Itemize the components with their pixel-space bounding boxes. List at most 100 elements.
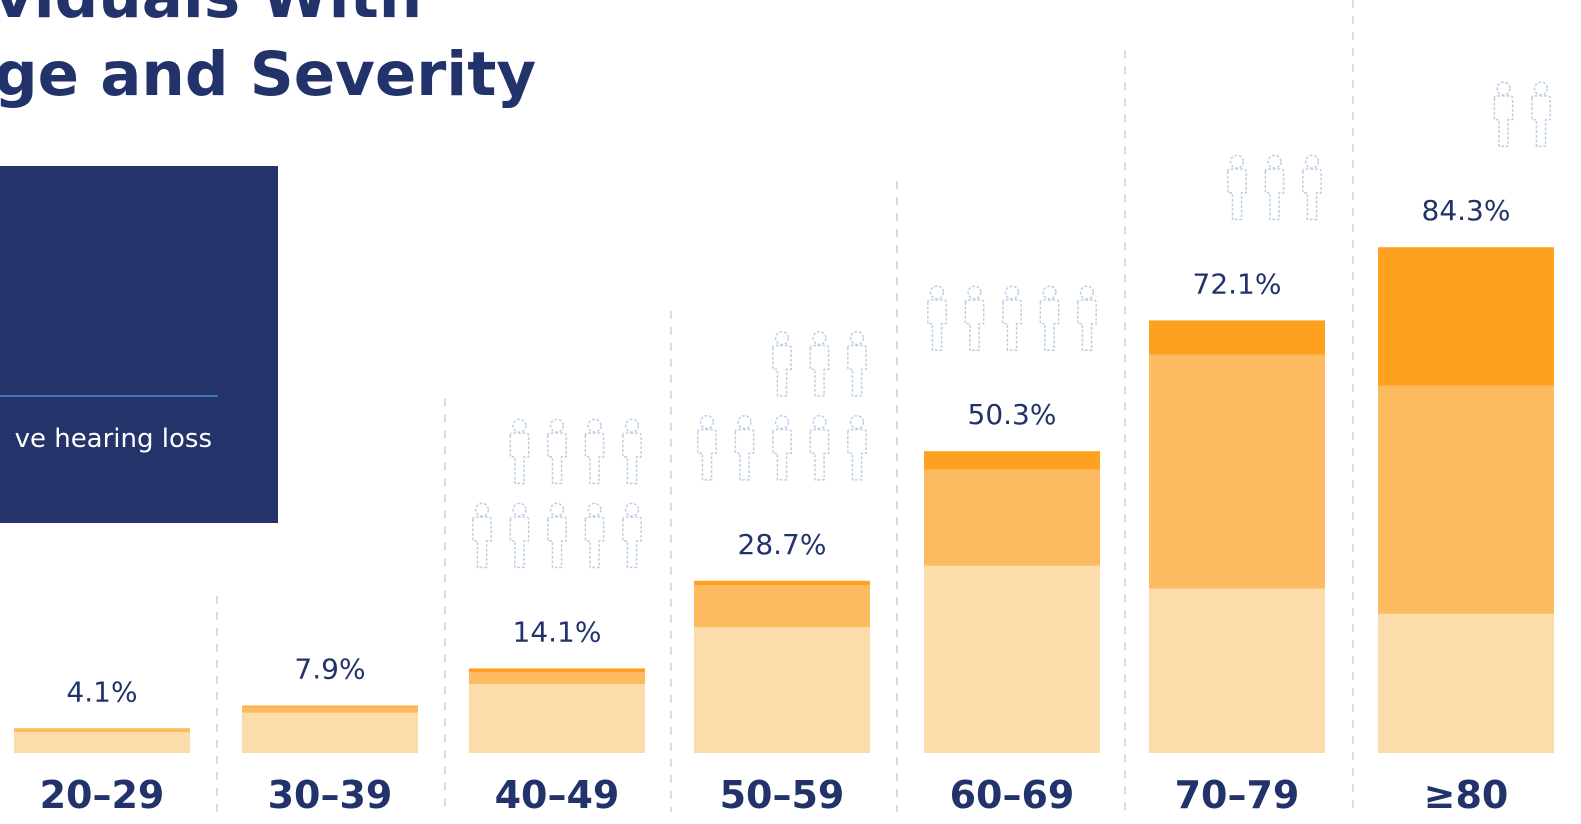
bar-segment-70-79-1 bbox=[1149, 588, 1325, 753]
person-outline-icon bbox=[1227, 154, 1247, 221]
person-filled-icon bbox=[1419, 0, 1438, 63]
data-label-ge80: 84.3% bbox=[1422, 194, 1511, 227]
bar-segment-30-39-3 bbox=[242, 705, 418, 707]
person-outline-icon bbox=[1264, 154, 1285, 221]
chart-title-line-1: viduals With bbox=[0, 0, 422, 27]
bar-segment-40-49-2 bbox=[469, 672, 645, 684]
data-label-40-49: 14.1% bbox=[513, 615, 602, 648]
bar-segment-60-69-2 bbox=[924, 469, 1100, 566]
person-filled-icon bbox=[510, 419, 518, 484]
bar-segment-20-29-2 bbox=[14, 729, 190, 732]
pictogram-70-79 bbox=[1152, 71, 1322, 221]
person-filled-icon bbox=[1077, 202, 1097, 267]
person-outline-icon bbox=[584, 502, 605, 569]
bar-segment-30-39-2 bbox=[242, 706, 418, 713]
person-outline-icon bbox=[964, 285, 985, 352]
person-outline-icon bbox=[809, 414, 830, 481]
category-label-20-29: 20–29 bbox=[40, 773, 165, 817]
person-filled-icon bbox=[1456, 0, 1476, 63]
person-filled-icon bbox=[965, 202, 984, 267]
category-label-30-39: 30–39 bbox=[268, 773, 393, 817]
bar-segment-40-49-1 bbox=[469, 684, 645, 753]
category-label-50-59: 50–59 bbox=[720, 773, 845, 817]
person-filled-icon bbox=[772, 331, 792, 396]
pictogram-50-59 bbox=[697, 330, 867, 481]
bar-segment-70-79-3 bbox=[1149, 320, 1325, 355]
person-outline-icon bbox=[1077, 285, 1097, 352]
category-label-70-79: 70–79 bbox=[1175, 773, 1300, 817]
person-outline-icon bbox=[547, 502, 567, 569]
person-outline-icon bbox=[584, 418, 605, 485]
person-filled-icon bbox=[927, 202, 947, 267]
person-filled-icon bbox=[1227, 71, 1247, 136]
data-label-50-59: 28.7% bbox=[738, 528, 827, 561]
person-filled-icon bbox=[1002, 202, 1022, 267]
legend-panel: ve hearing loss bbox=[0, 166, 278, 523]
pictogram-ge80 bbox=[1381, 0, 1551, 148]
person-outline-icon bbox=[1002, 285, 1022, 352]
category-label-40-49: 40–49 bbox=[495, 773, 620, 817]
bar-segment-ge80-1 bbox=[1378, 613, 1554, 753]
bar-segment-50-59-1 bbox=[694, 627, 870, 753]
legend-divider-line bbox=[0, 395, 218, 397]
person-outline-icon bbox=[847, 330, 867, 397]
person-outline-icon bbox=[772, 330, 792, 397]
bar-segment-70-79-2 bbox=[1149, 354, 1325, 589]
person-filled-icon bbox=[1265, 71, 1284, 136]
person-filled-icon bbox=[1494, 0, 1513, 63]
person-outline-icon bbox=[809, 330, 830, 397]
person-outline-icon bbox=[1039, 285, 1060, 352]
pictogram-60-69 bbox=[927, 202, 1097, 352]
bar-segment-20-29-1 bbox=[14, 732, 190, 753]
person-outline-icon bbox=[927, 285, 947, 352]
person-outline-icon bbox=[547, 418, 567, 485]
person-filled-icon bbox=[1381, 0, 1401, 63]
person-outline-icon bbox=[509, 502, 530, 569]
chart-title-line-2: ge and Severity bbox=[0, 39, 537, 110]
person-filled-icon bbox=[1302, 71, 1322, 136]
person-outline-icon bbox=[772, 414, 792, 481]
person-outline-icon bbox=[1531, 81, 1551, 148]
data-label-20-29: 4.1% bbox=[66, 675, 137, 708]
person-filled-icon bbox=[1152, 71, 1172, 136]
person-outline-icon bbox=[509, 418, 530, 485]
person-filled-icon bbox=[1531, 0, 1551, 63]
pictogram-40-49 bbox=[472, 418, 642, 569]
bar-segment-ge80-3 bbox=[1378, 247, 1554, 386]
person-filled-icon bbox=[697, 331, 717, 396]
person-outline-icon bbox=[697, 414, 717, 481]
person-filled-icon bbox=[1494, 82, 1502, 147]
person-outline-icon bbox=[472, 502, 492, 569]
bar-segment-20-29-3 bbox=[14, 728, 190, 729]
person-outline-icon bbox=[622, 502, 642, 569]
person-outline-icon bbox=[622, 418, 642, 485]
person-filled-icon bbox=[1227, 155, 1234, 220]
bar-segment-ge80-2 bbox=[1378, 385, 1554, 614]
person-filled-icon bbox=[735, 331, 754, 396]
person-filled-icon bbox=[1190, 71, 1209, 136]
data-label-30-39: 7.9% bbox=[294, 653, 365, 686]
bar-segment-50-59-2 bbox=[694, 585, 870, 627]
bar-segment-40-49-3 bbox=[469, 668, 645, 672]
person-outline-icon bbox=[1302, 154, 1322, 221]
category-label-60-69: 60–69 bbox=[950, 773, 1075, 817]
bar-segment-50-59-3 bbox=[694, 580, 870, 585]
person-filled-icon bbox=[472, 419, 492, 484]
bar-segment-60-69-1 bbox=[924, 565, 1100, 753]
legend-text: ve hearing loss bbox=[14, 424, 212, 454]
person-filled-icon bbox=[1381, 82, 1401, 147]
bar-segment-30-39-1 bbox=[242, 712, 418, 753]
person-outline-icon bbox=[1493, 81, 1514, 148]
person-outline-icon bbox=[734, 414, 755, 481]
data-label-60-69: 50.3% bbox=[968, 398, 1057, 431]
person-filled-icon bbox=[1419, 82, 1438, 147]
person-filled-icon bbox=[1152, 155, 1172, 220]
bar-segment-60-69-3 bbox=[924, 451, 1100, 470]
person-filled-icon bbox=[1190, 155, 1209, 220]
category-label-ge80: ≥80 bbox=[1424, 773, 1509, 817]
person-filled-icon bbox=[1456, 82, 1476, 147]
person-filled-icon bbox=[1040, 202, 1059, 267]
person-outline-icon bbox=[847, 414, 867, 481]
data-label-70-79: 72.1% bbox=[1193, 267, 1282, 300]
